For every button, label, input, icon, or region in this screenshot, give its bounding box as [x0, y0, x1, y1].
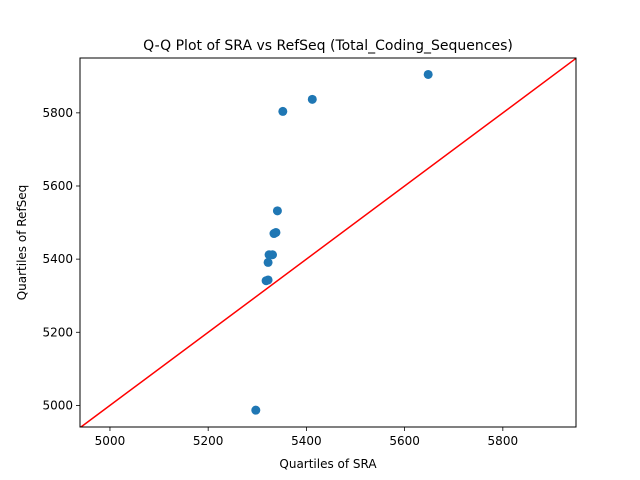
data-point	[251, 405, 261, 415]
data-point	[271, 227, 281, 237]
data-point	[263, 275, 273, 285]
y-tick-label: 5800	[42, 106, 73, 120]
x-tick-label: 5000	[95, 434, 126, 448]
y-tick-label: 5000	[42, 398, 73, 412]
chart-title: Q-Q Plot of SRA vs RefSeq (Total_Coding_…	[143, 38, 513, 54]
y-axis-label: Quartiles of RefSeq	[15, 185, 29, 301]
reference-line	[80, 58, 576, 427]
plot-area	[80, 58, 576, 427]
y-axis: 5000 5200 5400 5600 5800	[42, 106, 80, 412]
y-tick-label: 5600	[42, 179, 73, 193]
data-point	[263, 257, 273, 267]
data-point	[268, 250, 278, 260]
x-tick-label: 5800	[488, 434, 519, 448]
data-point	[423, 69, 433, 79]
y-tick-label: 5200	[42, 325, 73, 339]
x-tick-label: 5400	[291, 434, 322, 448]
y-tick-label: 5400	[42, 252, 73, 266]
data-point	[278, 106, 288, 116]
x-axis-label: Quartiles of SRA	[279, 457, 377, 471]
data-point	[272, 206, 282, 216]
x-tick-label: 5600	[389, 434, 420, 448]
data-point	[307, 94, 317, 104]
x-tick-label: 5200	[193, 434, 224, 448]
x-axis: 5000 5200 5400 5600 5800	[95, 427, 518, 448]
axes-frame	[79, 57, 577, 428]
